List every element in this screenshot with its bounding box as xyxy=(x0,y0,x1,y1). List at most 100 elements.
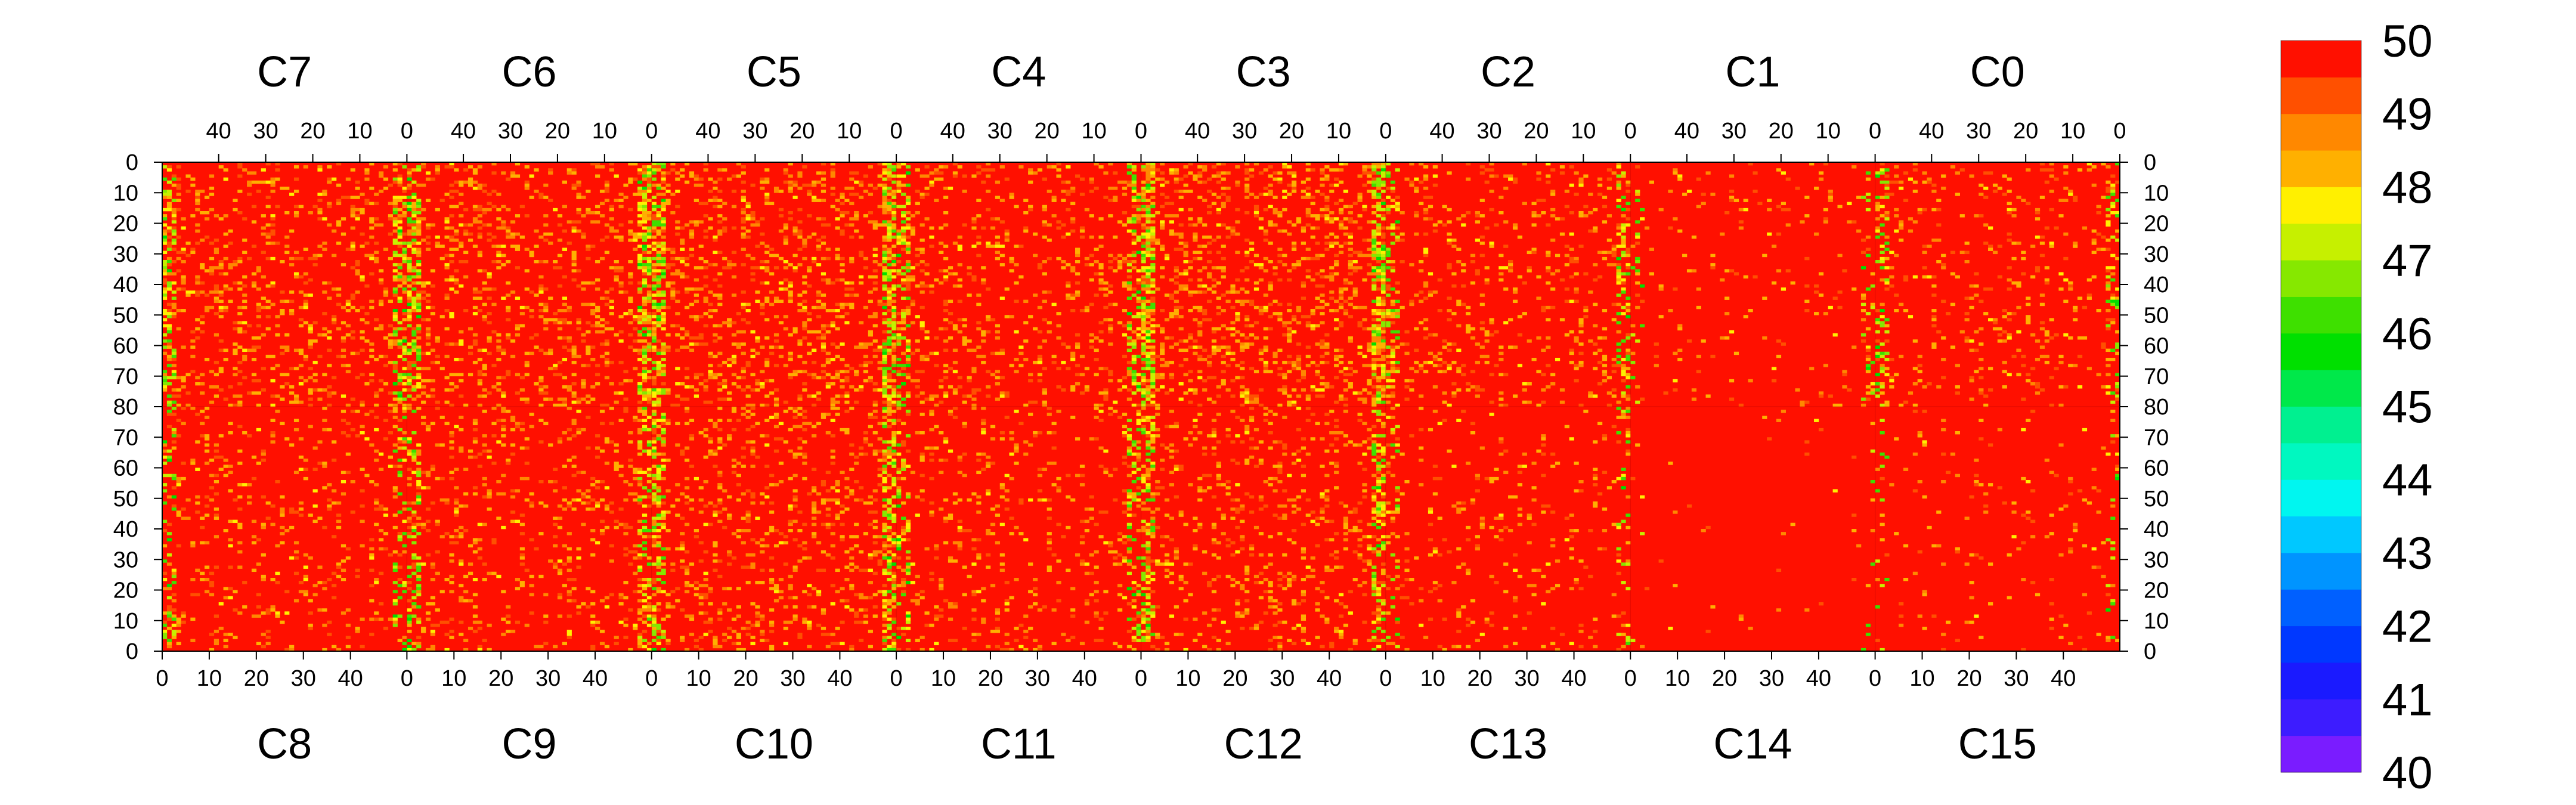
heatmap-cell xyxy=(392,263,398,267)
heatmap-cell xyxy=(1329,190,1335,193)
heatmap-cell xyxy=(1296,309,1302,312)
heatmap-cell xyxy=(327,364,332,367)
heatmap-cell xyxy=(1272,299,1278,304)
heatmap-cell xyxy=(967,379,972,383)
heatmap-cell xyxy=(1084,309,1089,312)
heatmap-cell xyxy=(1216,312,1221,315)
heatmap-cell xyxy=(1380,272,1386,275)
heatmap-cell xyxy=(792,330,798,334)
heatmap-cell xyxy=(797,293,803,297)
heatmap-cell xyxy=(171,174,177,178)
heatmap-cell xyxy=(1390,299,1395,304)
heatmap-cell xyxy=(1338,244,1344,248)
heatmap-cell xyxy=(1131,174,1137,178)
heatmap-cell xyxy=(877,367,883,370)
heatmap-cell xyxy=(477,309,482,312)
heatmap-cell xyxy=(1315,342,1320,346)
heatmap-cell xyxy=(1178,339,1184,343)
heatmap-cell xyxy=(1380,202,1386,206)
heatmap-cell xyxy=(872,226,878,230)
heatmap-cell xyxy=(722,266,727,270)
heatmap-cell xyxy=(604,190,610,193)
heatmap-cell xyxy=(891,208,897,212)
heatmap-cell xyxy=(407,373,412,377)
heatmap-cell xyxy=(1160,205,1165,209)
heatmap-cell xyxy=(1145,330,1151,334)
heatmap-cell xyxy=(872,223,878,227)
heatmap-cell xyxy=(792,253,798,258)
heatmap-cell xyxy=(1122,223,1128,227)
heatmap-cell xyxy=(1211,330,1217,334)
heatmap-cell xyxy=(407,278,412,282)
heatmap-cell xyxy=(1380,226,1386,230)
heatmap-cell xyxy=(698,266,704,270)
heatmap-cell xyxy=(1263,327,1268,331)
heatmap-cell xyxy=(637,244,643,248)
heatmap-cell xyxy=(496,208,501,212)
heatmap-cell xyxy=(581,379,586,383)
heatmap-cell xyxy=(783,168,788,172)
heatmap-cell xyxy=(924,272,930,275)
heatmap-cell xyxy=(891,293,897,297)
heatmap-cell xyxy=(195,275,200,279)
heatmap-cell xyxy=(637,187,643,190)
heatmap-cell xyxy=(642,244,648,248)
heatmap-cell xyxy=(887,190,892,193)
heatmap-cell xyxy=(637,256,643,261)
heatmap-cell xyxy=(185,190,191,193)
heatmap-cell xyxy=(693,183,699,187)
heatmap-cell xyxy=(1277,278,1283,282)
heatmap-cell xyxy=(825,247,831,251)
heatmap-cell xyxy=(736,174,741,178)
heatmap-cell xyxy=(1122,376,1128,380)
heatmap-cell xyxy=(854,193,859,196)
heatmap-cell xyxy=(901,318,906,321)
heatmap-cell xyxy=(477,373,482,377)
heatmap-cell xyxy=(538,391,544,395)
heatmap-cell xyxy=(656,351,661,355)
heatmap-cell xyxy=(171,177,177,181)
heatmap-cell xyxy=(1145,214,1151,218)
heatmap-cell xyxy=(858,281,864,285)
heatmap-cell xyxy=(1066,345,1071,349)
heatmap-cell xyxy=(557,336,563,340)
heatmap-cell xyxy=(261,232,266,236)
heatmap-cell xyxy=(1376,385,1382,389)
heatmap-cell xyxy=(882,358,887,361)
heatmap-cell xyxy=(213,250,219,255)
heatmap-cell xyxy=(416,229,422,233)
heatmap-cell xyxy=(840,394,845,398)
heatmap-cell xyxy=(863,370,869,373)
heatmap-cell xyxy=(872,187,878,190)
heatmap-cell xyxy=(237,312,243,315)
heatmap-cell xyxy=(1169,278,1175,282)
heatmap-cell xyxy=(788,376,793,380)
heatmap-cell xyxy=(1263,208,1268,212)
heatmap-cell xyxy=(571,400,577,404)
heatmap-cell xyxy=(1051,214,1057,218)
heatmap-cell xyxy=(1037,263,1043,267)
heatmap-cell xyxy=(816,391,822,395)
heatmap-cell xyxy=(661,391,666,395)
heatmap-cell xyxy=(1160,247,1165,251)
heatmap-cell xyxy=(656,397,661,401)
heatmap-cell xyxy=(703,284,708,288)
heatmap-cell xyxy=(675,205,680,209)
heatmap-cell xyxy=(651,217,657,221)
heatmap-cell xyxy=(1145,171,1151,175)
heatmap-cell xyxy=(205,305,210,309)
heatmap-cell xyxy=(891,324,897,328)
heatmap-cell xyxy=(510,354,516,358)
heatmap-cell xyxy=(1126,287,1132,291)
heatmap-cell xyxy=(1174,275,1179,279)
heatmap-cell xyxy=(397,162,402,166)
heatmap-cell xyxy=(986,168,991,172)
heatmap-cell xyxy=(670,162,676,166)
heatmap-cell xyxy=(717,177,723,181)
heatmap-cell xyxy=(233,260,238,264)
heatmap-cell xyxy=(1066,293,1071,297)
heatmap-cell xyxy=(628,379,633,383)
heatmap-cell xyxy=(1178,232,1184,236)
heatmap-cell xyxy=(449,183,454,187)
heatmap-cell xyxy=(924,193,930,196)
